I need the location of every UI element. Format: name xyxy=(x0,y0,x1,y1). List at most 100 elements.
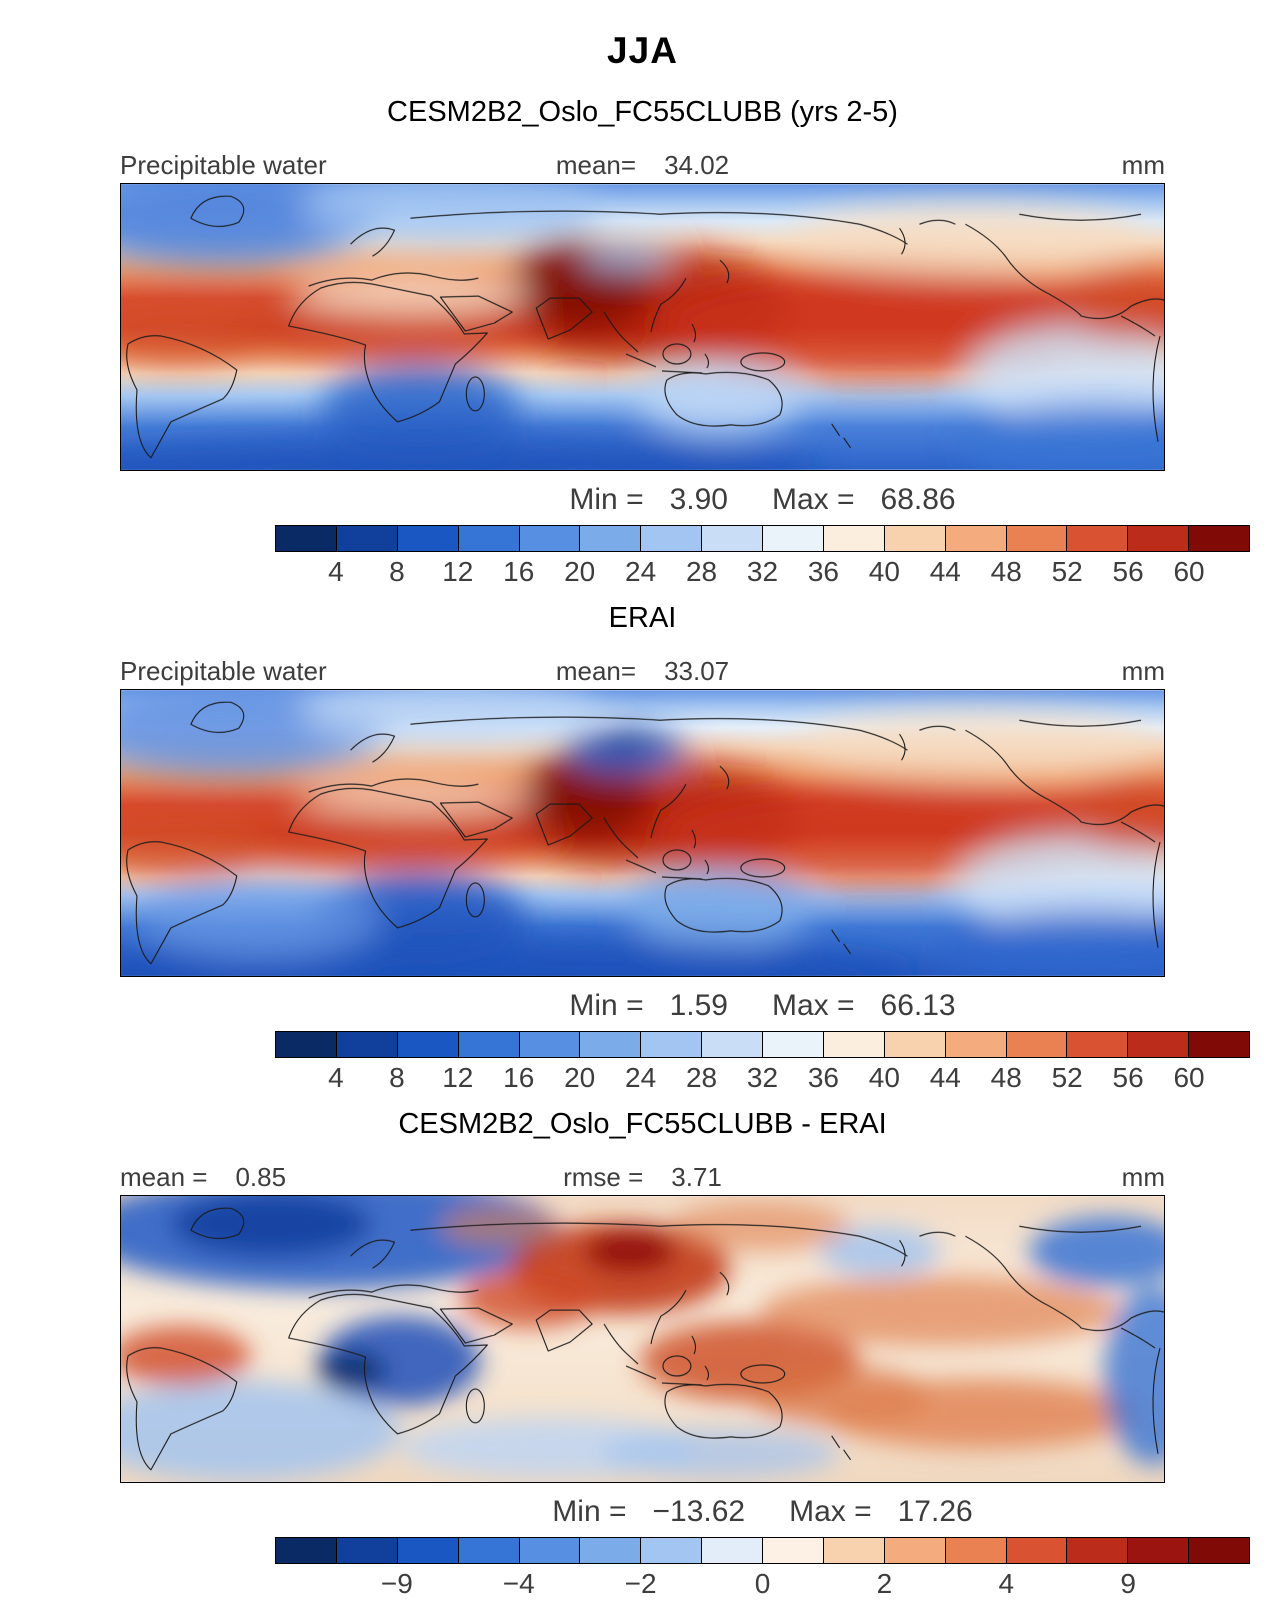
colorbar-segment xyxy=(518,526,580,551)
mean-readout: mean= 33.07 xyxy=(556,656,729,687)
panel-diff: CESM2B2_Oslo_FC55CLUBB - ERAI mean = 0.85… xyxy=(0,1108,1285,1600)
units-label: mm xyxy=(1121,1162,1165,1192)
colorbar-segment xyxy=(1066,1538,1128,1563)
colorbar-segment xyxy=(457,526,519,551)
mean-readout: mean= 34.02 xyxy=(556,150,729,181)
colorbar-tick-label: 44 xyxy=(929,556,961,587)
panel-diff-map-header: mean = 0.85 rmse = 3.71 mm xyxy=(120,1161,1165,1193)
colorbar-tick-label: 32 xyxy=(746,556,779,587)
panel-model-stats: Min = 3.90 Max = 68.86 xyxy=(240,483,1285,517)
colorbar-tick-label: 48 xyxy=(990,1062,1022,1093)
map-diff-plot xyxy=(120,1195,1165,1483)
colorbar-segment xyxy=(762,1538,823,1563)
rmse-readout: rmse = 3.71 xyxy=(563,1162,722,1193)
mean-value: 34.02 xyxy=(664,150,730,180)
max-label: Max = xyxy=(771,483,855,516)
colorbar-segment xyxy=(1005,526,1067,551)
colorbar-segment xyxy=(579,526,641,551)
colorbar-segment xyxy=(396,1538,458,1563)
colorbar-segment xyxy=(579,1032,641,1057)
colorbar-tick-label: 20 xyxy=(564,556,596,587)
colorbar-segment xyxy=(276,1538,336,1563)
field-label: Precipitable water xyxy=(120,656,355,687)
colorbar-tick-label: 56 xyxy=(1112,1062,1144,1093)
colorbar-segment xyxy=(944,1538,1006,1563)
colorbar-model xyxy=(275,525,1250,552)
colorbar-tick-label: 40 xyxy=(868,556,900,587)
colorbar-segment xyxy=(944,1032,1006,1057)
colorbar-tick-label: 4 xyxy=(328,1062,344,1093)
colorbar-segment xyxy=(335,526,397,551)
colorbar-tick-label: 2 xyxy=(876,1568,893,1599)
mean-label: mean= xyxy=(555,150,637,180)
diff-mean-readout: mean = 0.85 xyxy=(120,1162,286,1193)
panel-model-title: CESM2B2_Oslo_FC55CLUBB (yrs 2-5) xyxy=(387,96,898,128)
diff-mean-label: mean = xyxy=(120,1162,208,1192)
colorbar-segment xyxy=(396,1032,458,1057)
colorbar-tick-label: 9 xyxy=(1120,1568,1136,1599)
map-erai-plot xyxy=(120,689,1165,977)
colorbar-tick-label: 8 xyxy=(389,556,405,587)
colorbar-segment xyxy=(335,1538,397,1563)
colorbar-tick-label: 28 xyxy=(685,1062,718,1093)
colorbar-tick-label: 56 xyxy=(1112,556,1144,587)
panel-model-map-block: Precipitable water mean= 34.02 mm xyxy=(120,149,1250,588)
colorbar-tick-label: −2 xyxy=(624,1568,657,1599)
max-label: Max = xyxy=(771,989,855,1022)
colorbar-tick-label: 36 xyxy=(807,1062,840,1093)
colorbar-tick-label: 52 xyxy=(1051,556,1083,587)
colorbar-erai-ticks: 4 8 12 16 20 24 28 32 36 40 44 48 52 56 60 xyxy=(275,1058,1250,1094)
colorbar-segment xyxy=(457,1538,519,1563)
colorbar-segment xyxy=(701,1032,762,1057)
min-label: Min = xyxy=(569,483,644,516)
panel-model-map-header: Precipitable water mean= 34.02 mm xyxy=(120,149,1165,181)
colorbar-segment xyxy=(1188,1032,1249,1057)
colorbar-segment xyxy=(640,526,702,551)
field-label-text: Precipitable water xyxy=(120,656,327,686)
colorbar-segment xyxy=(1127,1538,1189,1563)
colorbar-tick-label: 4 xyxy=(328,556,344,587)
colorbar-erai xyxy=(275,1031,1250,1058)
colorbar-tick-label: 40 xyxy=(868,1062,900,1093)
colorbar-tick-label: 48 xyxy=(990,556,1022,587)
colorbar-segment xyxy=(883,1032,945,1057)
colorbar-tick-label: 8 xyxy=(389,1062,405,1093)
colorbar-segment xyxy=(396,526,458,551)
colorbar-tick-label: 52 xyxy=(1051,1062,1083,1093)
min-value: 1.59 xyxy=(669,989,728,1022)
colorbar-tick-label: −4 xyxy=(502,1568,535,1599)
colorbar-segment xyxy=(579,1538,641,1563)
colorbar-tick-label: 4 xyxy=(998,1568,1015,1599)
panel-erai-map-block: Precipitable water mean= 33.07 mm xyxy=(120,655,1250,1094)
field-label-text: Precipitable water xyxy=(120,150,327,180)
panel-diff-stats: Min = −13.62 Max = 17.26 xyxy=(240,1495,1285,1529)
colorbar-tick-label: 44 xyxy=(929,1062,961,1093)
map-model-plot xyxy=(120,183,1165,471)
min-label: Min = xyxy=(569,989,644,1022)
colorbar-tick-label: 16 xyxy=(503,556,535,587)
min-value: −13.62 xyxy=(652,1495,746,1528)
colorbar-segment xyxy=(457,1032,519,1057)
colorbar-segment xyxy=(1188,526,1249,551)
colorbar-tick-label: −9 xyxy=(380,1568,413,1599)
page-title: JJA xyxy=(607,30,678,71)
min-label: Min = xyxy=(552,1495,627,1528)
colorbar-segment xyxy=(944,526,1006,551)
colorbar-tick-label: 12 xyxy=(442,556,474,587)
colorbar-segment xyxy=(822,526,884,551)
colorbar-tick-label: 16 xyxy=(503,1062,535,1093)
colorbar-segment xyxy=(518,1032,580,1057)
colorbar-tick-label: 28 xyxy=(685,556,718,587)
colorbar-tick-label: 60 xyxy=(1173,1062,1205,1093)
colorbar-segment xyxy=(762,526,823,551)
mean-value: 33.07 xyxy=(664,656,730,686)
colorbar-tick-label: 24 xyxy=(625,556,657,587)
colorbar-segment xyxy=(518,1538,580,1563)
units-label: mm xyxy=(1121,656,1165,686)
panel-erai-map-header: Precipitable water mean= 33.07 mm xyxy=(120,655,1165,687)
colorbar-segment xyxy=(762,1032,823,1057)
mean-label: mean= xyxy=(555,656,637,686)
colorbar-segment xyxy=(1005,1538,1067,1563)
colorbar-segment xyxy=(1005,1032,1067,1057)
rmse-label: rmse = xyxy=(563,1162,644,1192)
